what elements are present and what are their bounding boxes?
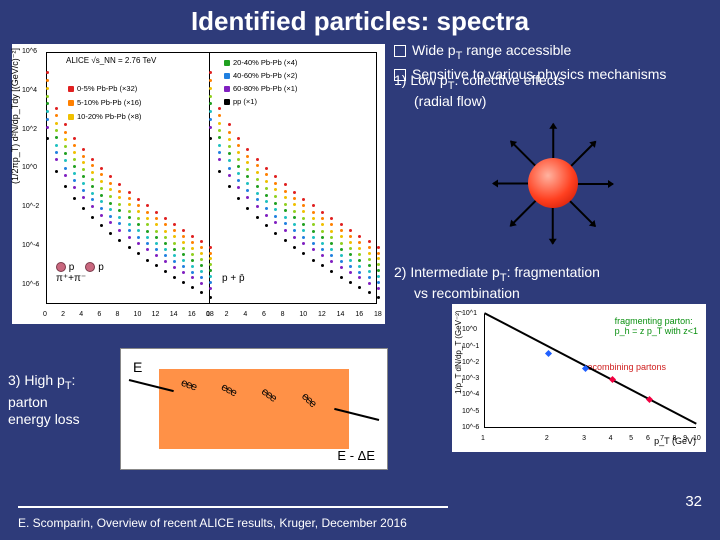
section-3: 3) High pT: parton energy loss xyxy=(8,372,118,429)
spectra-right-species: p + p̄ xyxy=(222,273,245,284)
energy-loss-e: E xyxy=(133,359,142,375)
footer: E. Scomparin, Overview of recent ALICE r… xyxy=(18,516,407,530)
spectra-header: ALICE √s_NN = 2.76 TeV xyxy=(66,56,156,65)
spectra-left-species: p p π⁺+π⁻ xyxy=(56,262,104,284)
bullet-1: Wide pT range accessible xyxy=(394,42,714,64)
footer-divider xyxy=(18,506,448,508)
radial-flow-diagram xyxy=(488,118,618,248)
energy-loss-diagram: E E - ΔE eeeeeeeeeeee xyxy=(120,348,388,470)
slide-title: Identified particles: spectra xyxy=(0,0,720,37)
page-number: 32 xyxy=(685,493,702,510)
spectra-ylabel: (1/2πp_T) d²N/dp_Tdy [(GeV/c)⁻²] xyxy=(10,48,21,184)
section-2: 2) Intermediate pT: fragmentation vs rec… xyxy=(394,264,720,302)
energy-loss-ede: E - ΔE xyxy=(337,448,375,463)
spectra-plot: (1/2πp_T) d²N/dp_Tdy [(GeV/c)⁻²] ALICE √… xyxy=(12,44,385,324)
frag-green-text: fragmenting parton:p_h = z p_T with z<1 xyxy=(615,316,698,336)
fragmentation-plot: 1/p_T dN/dp_T (GeV⁻²) p_T (GeV) fragment… xyxy=(452,304,706,452)
section-1: 1) Low pT: collective effects (radial fl… xyxy=(394,72,714,110)
